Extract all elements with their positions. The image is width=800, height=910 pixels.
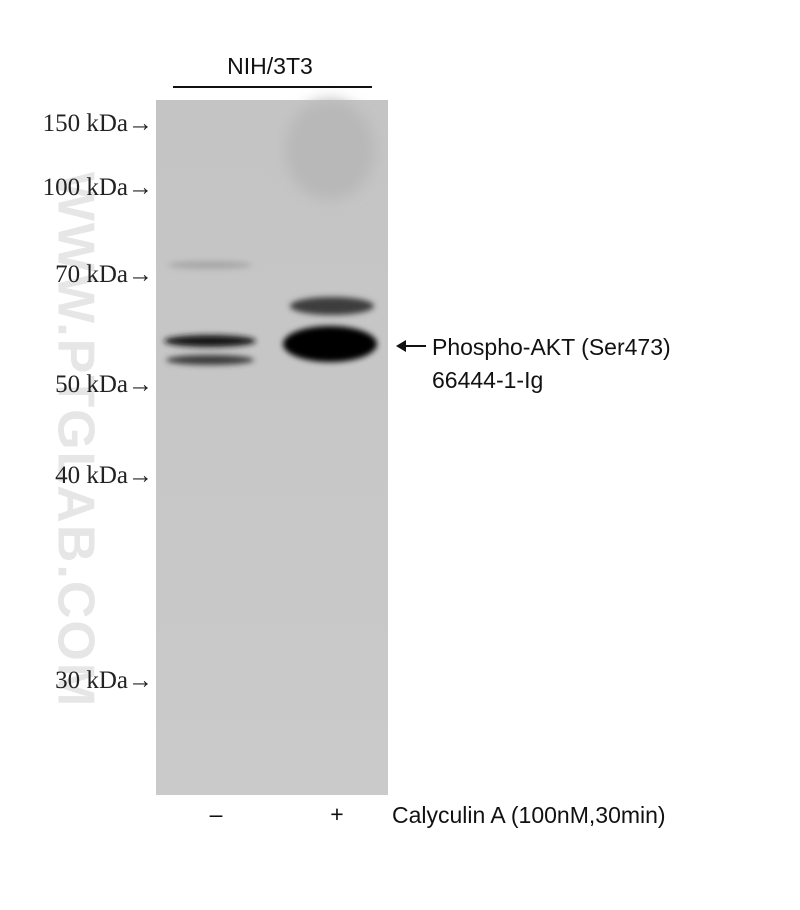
marker-label: 40 kDa→ (55, 462, 153, 489)
marker-label: 100 kDa→ (43, 174, 153, 201)
blot (156, 100, 388, 795)
marker-label: 150 kDa→ (43, 110, 153, 137)
band (166, 355, 254, 365)
smear (285, 100, 375, 200)
band (290, 297, 374, 315)
marker-label: 50 kDa→ (55, 371, 153, 398)
treatment-label: Calyculin A (100nM,30min) (392, 802, 666, 828)
marker-label: 70 kDa→ (55, 261, 153, 288)
lane-label: – (210, 801, 223, 827)
band (164, 335, 256, 347)
target-arrow (396, 340, 426, 352)
lane-label: + (330, 801, 343, 827)
target-catalog: 66444-1-Ig (432, 367, 543, 393)
target-name: Phospho-AKT (Ser473) (432, 334, 671, 360)
band (283, 326, 377, 362)
bands (164, 100, 377, 365)
watermark: WWW.PTGLAB.COM (46, 172, 104, 708)
band (168, 261, 252, 269)
sample-label: NIH/3T3 (227, 53, 313, 79)
marker-label: 30 kDa→ (55, 667, 153, 694)
